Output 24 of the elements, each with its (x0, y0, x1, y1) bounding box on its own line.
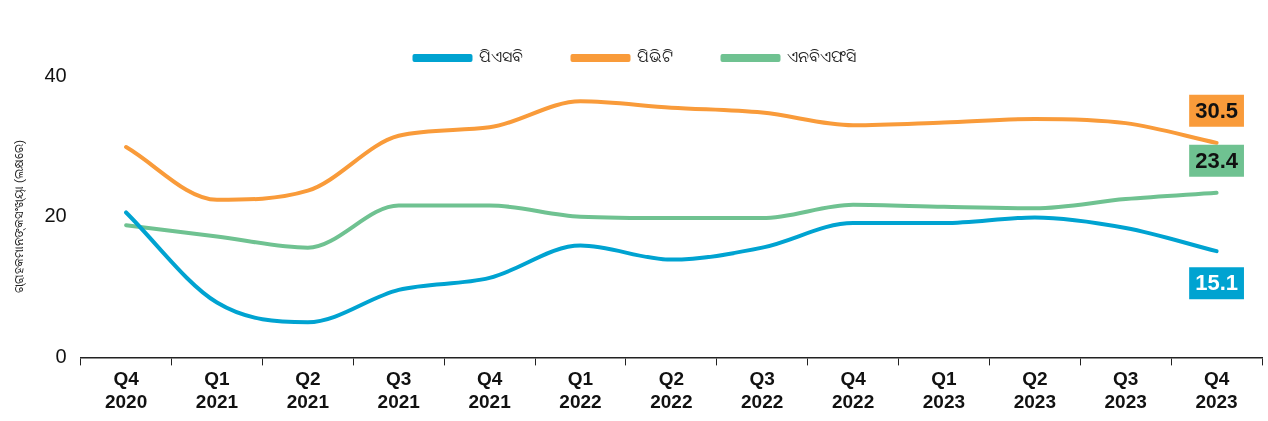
x-tick-label: Q1 2021 (195, 368, 239, 412)
data-label: 30.5 (1195, 97, 1238, 123)
x-tick-label: Q2 2021 (286, 368, 330, 412)
x-tick-label: Q3 2021 (377, 368, 421, 412)
y-tick-label: 0 (55, 344, 67, 367)
line-series (124, 190, 1219, 250)
x-tick-label: Q1 2022 (559, 368, 602, 412)
x-tick-label: Q4 2022 (831, 368, 875, 412)
x-tick-label: Q2 2022 (650, 368, 693, 412)
legend-label: ପିଭିଟି (636, 48, 673, 66)
x-tick-label: Q3 2022 (741, 368, 784, 412)
legend-label: ପିଏସବି (478, 48, 523, 66)
x-tick-label: Q2 2023 (1013, 368, 1056, 412)
legend-label: ଏନବିଏଫସି (786, 48, 856, 66)
data-label: 15.1 (1195, 270, 1238, 296)
x-tick-label: Q1 2023 (922, 368, 966, 412)
x-tick-label: Q4 2021 (468, 368, 512, 412)
x-tick-label: Q4 2023 (1195, 368, 1238, 412)
y-axis-title: ଗ୍ରାହକମାନଙ୍କସଂଖ୍ୟା (ଲକ୍ଷରେ) (11, 140, 26, 294)
y-tick-label: 20 (44, 204, 67, 227)
data-label: 23.4 (1195, 147, 1239, 173)
y-tick-label: 40 (44, 63, 67, 86)
x-tick-label: Q3 2023 (1104, 368, 1147, 412)
x-tick-label: Q4 2020 (104, 368, 148, 412)
